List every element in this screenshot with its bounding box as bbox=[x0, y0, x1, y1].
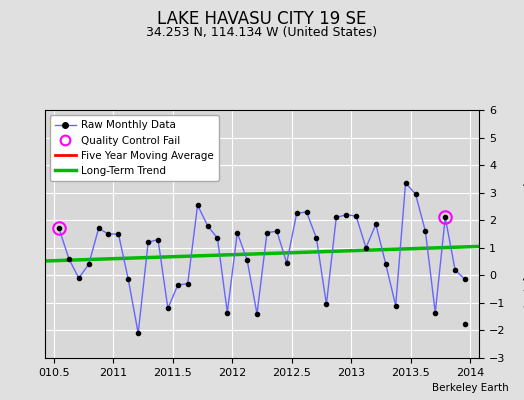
Text: Berkeley Earth: Berkeley Earth bbox=[432, 383, 508, 393]
Y-axis label: Temperature Anomaly (°C): Temperature Anomaly (°C) bbox=[522, 160, 524, 308]
Text: 34.253 N, 114.134 W (United States): 34.253 N, 114.134 W (United States) bbox=[146, 26, 378, 39]
Legend: Raw Monthly Data, Quality Control Fail, Five Year Moving Average, Long-Term Tren: Raw Monthly Data, Quality Control Fail, … bbox=[50, 115, 219, 181]
Text: LAKE HAVASU CITY 19 SE: LAKE HAVASU CITY 19 SE bbox=[157, 10, 367, 28]
